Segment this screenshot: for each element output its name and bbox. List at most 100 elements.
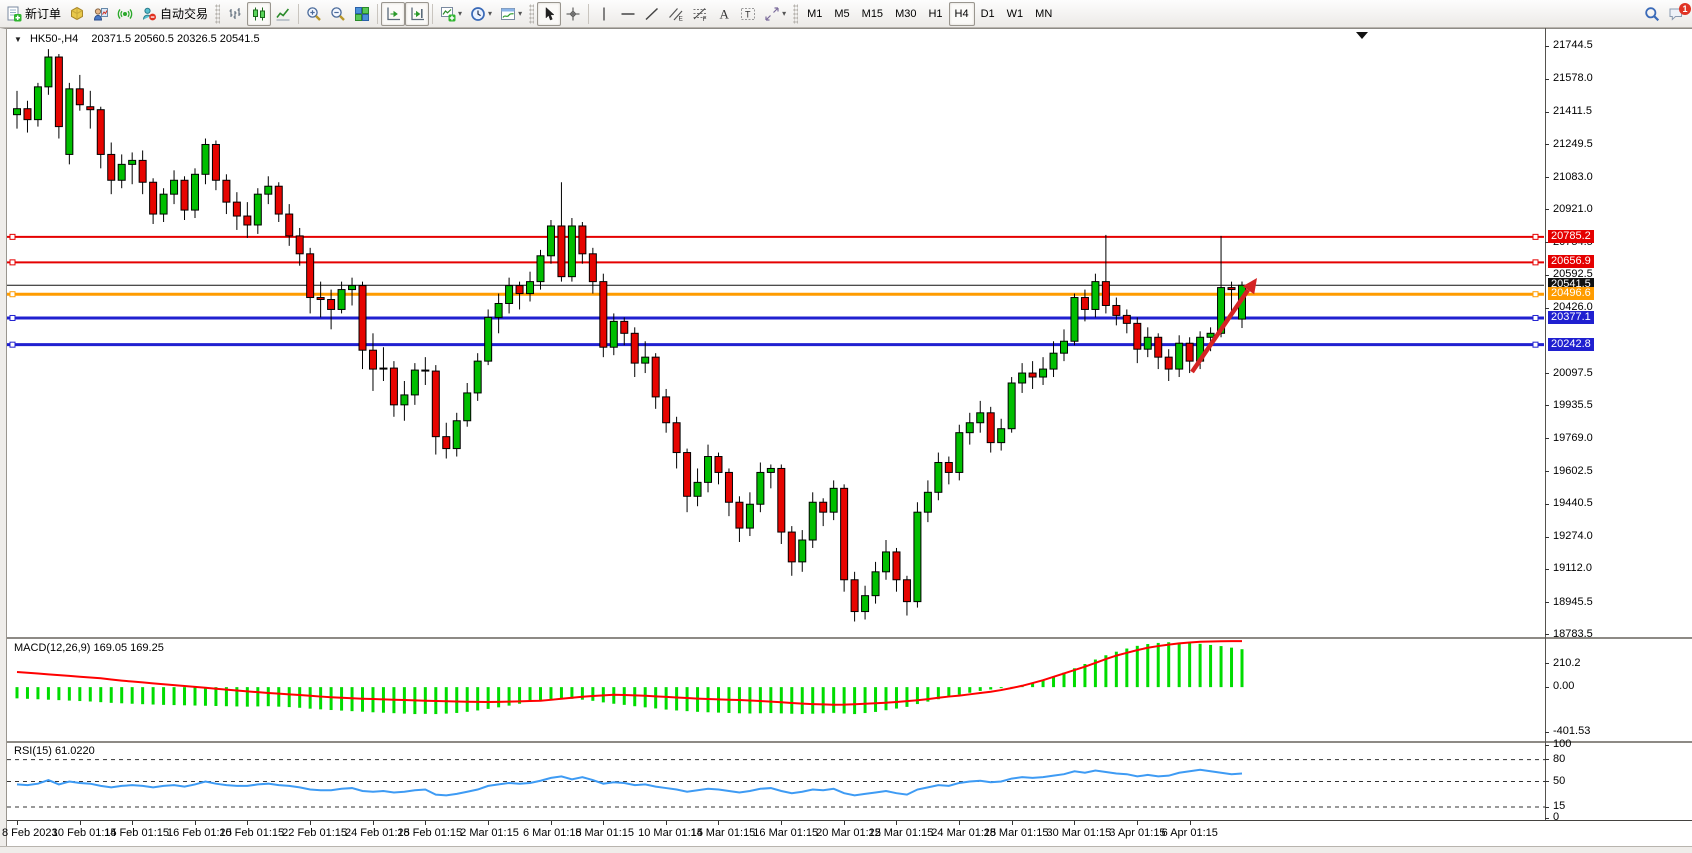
cube-icon bbox=[69, 6, 85, 22]
text-button[interactable]: A bbox=[712, 2, 736, 26]
timeframe-w1[interactable]: W1 bbox=[1001, 2, 1030, 26]
tile-windows-button[interactable] bbox=[350, 2, 374, 26]
alerts-button[interactable] bbox=[113, 2, 137, 26]
level-line-handle[interactable] bbox=[9, 291, 16, 298]
timeframe-d1[interactable]: D1 bbox=[975, 2, 1001, 26]
timeframe-m30-label: M30 bbox=[895, 7, 917, 20]
candle-body bbox=[840, 487, 849, 581]
new-order-button-label: 新订单 bbox=[25, 7, 62, 21]
candle-body bbox=[829, 487, 838, 513]
svg-text:A: A bbox=[720, 6, 730, 21]
timeframe-h1[interactable]: H1 bbox=[922, 2, 948, 26]
timeframe-m15[interactable]: M15 bbox=[856, 2, 889, 26]
candle-body bbox=[1070, 297, 1079, 342]
autotrading-button[interactable]: 自动交易 bbox=[137, 2, 212, 26]
text-label-button[interactable]: T bbox=[736, 2, 760, 26]
trend-arrow-annotation[interactable] bbox=[1190, 288, 1250, 374]
new-order-button[interactable]: 新订单 bbox=[2, 2, 65, 26]
timeframe-m5[interactable]: M5 bbox=[828, 2, 855, 26]
zoom-out-icon bbox=[330, 6, 346, 22]
level-line-handle[interactable] bbox=[1532, 314, 1539, 321]
candle-body bbox=[609, 320, 618, 348]
toolbar-grip[interactable] bbox=[215, 3, 221, 24]
timeframe-d1-label: D1 bbox=[980, 7, 995, 20]
timeframe-h4[interactable]: H4 bbox=[948, 1, 975, 26]
candle-body bbox=[1049, 352, 1058, 370]
indicators-button[interactable]: ▾ bbox=[436, 2, 466, 26]
line-chart-button[interactable] bbox=[271, 2, 295, 26]
chevron-down-icon[interactable]: ▾ bbox=[518, 9, 523, 18]
candle-body bbox=[65, 88, 74, 155]
timeframe-m1[interactable]: M1 bbox=[801, 2, 828, 26]
timeframe-h4-label: H4 bbox=[954, 7, 969, 20]
candle-body bbox=[232, 201, 241, 217]
search-button[interactable] bbox=[1640, 2, 1664, 26]
chevron-down-icon[interactable]: ▾ bbox=[458, 9, 463, 18]
market-watch-button[interactable] bbox=[89, 2, 113, 26]
horizontal-line-button[interactable] bbox=[616, 2, 640, 26]
candle-body bbox=[599, 281, 608, 348]
clock-icon bbox=[470, 6, 486, 22]
candle-body bbox=[578, 225, 587, 255]
candle-body bbox=[295, 235, 304, 255]
zoom-out-button[interactable] bbox=[326, 2, 350, 26]
depth-of-market-button[interactable] bbox=[65, 2, 89, 26]
auto-scroll-button[interactable] bbox=[381, 1, 406, 26]
level-line-handle[interactable] bbox=[1532, 259, 1539, 266]
svg-text:E: E bbox=[679, 15, 684, 22]
candle-body bbox=[44, 56, 53, 88]
notifications-button[interactable]: 1 bbox=[1664, 2, 1691, 26]
arrows-button[interactable]: ▾ bbox=[760, 2, 790, 26]
crosshair-button[interactable] bbox=[561, 2, 585, 26]
level-line-handle[interactable] bbox=[1532, 291, 1539, 298]
candle-body bbox=[630, 332, 639, 364]
candle-body bbox=[117, 163, 126, 181]
level-line-handle[interactable] bbox=[9, 259, 16, 266]
candle-body bbox=[1018, 372, 1027, 384]
vertical-line-button[interactable] bbox=[592, 2, 616, 26]
candle-body bbox=[683, 452, 692, 497]
chevron-down-icon[interactable]: ▾ bbox=[488, 9, 493, 18]
level-line-handle[interactable] bbox=[9, 341, 16, 348]
level-line-handle[interactable] bbox=[1532, 233, 1539, 240]
candles-icon bbox=[251, 6, 267, 22]
trendline-button[interactable] bbox=[640, 2, 664, 26]
equidistant-channel-button[interactable]: E bbox=[664, 2, 688, 26]
candle-body bbox=[159, 193, 168, 215]
toolbar-grip[interactable] bbox=[793, 3, 799, 24]
toolbar-grip[interactable] bbox=[529, 3, 535, 24]
chart-shift-button[interactable] bbox=[405, 1, 430, 26]
candle-body bbox=[944, 461, 953, 473]
periods-button[interactable]: ▾ bbox=[466, 2, 496, 26]
candle-body bbox=[986, 412, 995, 444]
candlestick-chart-button[interactable] bbox=[247, 1, 272, 26]
timeframe-mn[interactable]: MN bbox=[1029, 2, 1058, 26]
chevron-down-icon[interactable]: ▾ bbox=[782, 9, 787, 18]
sound-icon bbox=[117, 6, 133, 22]
candle-body bbox=[431, 370, 440, 438]
macd-label: MACD(12,26,9) 169.05 169.25 bbox=[14, 642, 164, 654]
fibo-icon: F bbox=[692, 6, 708, 22]
candle-body bbox=[13, 108, 21, 116]
candle-body bbox=[1080, 297, 1089, 310]
timeframe-m30[interactable]: M30 bbox=[889, 2, 922, 26]
timeframe-mn-label: MN bbox=[1035, 7, 1053, 20]
candle-body bbox=[1133, 322, 1142, 350]
candle-body bbox=[714, 456, 723, 473]
candle-body bbox=[484, 316, 493, 362]
level-line-handle[interactable] bbox=[9, 233, 16, 240]
zoom-in-button[interactable] bbox=[302, 2, 326, 26]
fibonacci-button[interactable]: F bbox=[688, 2, 712, 26]
bar-chart-button[interactable] bbox=[223, 2, 247, 26]
candle-body bbox=[641, 356, 650, 364]
chart-menu-toggle-icon[interactable]: ▼ bbox=[14, 35, 22, 44]
pane-separator[interactable] bbox=[7, 637, 1692, 639]
chart-title: ▼ HK50-,H4 20371.5 20560.5 20326.5 20541… bbox=[14, 33, 260, 45]
level-line-handle[interactable] bbox=[1532, 341, 1539, 348]
timeframe-h1-label: H1 bbox=[928, 7, 943, 20]
candle-body bbox=[819, 501, 828, 513]
cursor-button[interactable] bbox=[537, 1, 562, 26]
pane-separator[interactable] bbox=[7, 741, 1692, 743]
templates-button[interactable]: ▾ bbox=[496, 2, 526, 26]
level-line-handle[interactable] bbox=[9, 314, 16, 321]
